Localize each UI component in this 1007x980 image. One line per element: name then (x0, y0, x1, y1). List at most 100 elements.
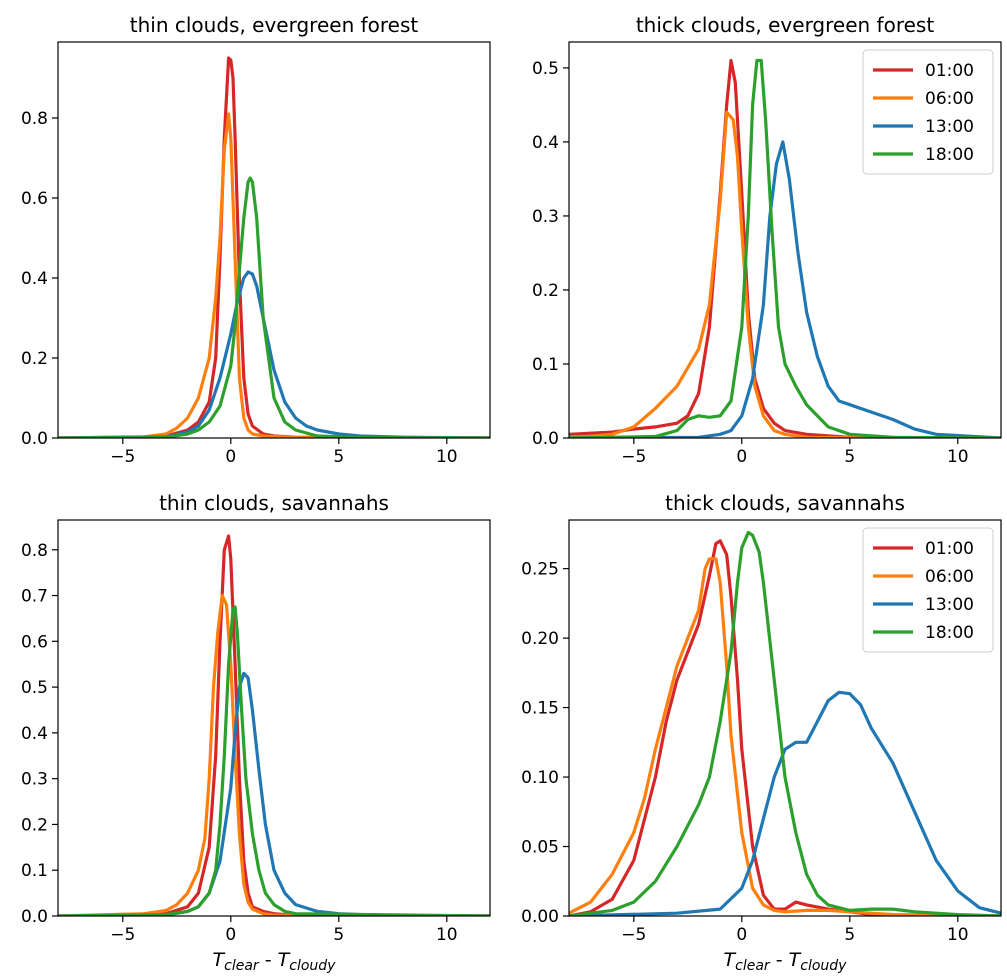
panel-title: thick clouds, evergreen forest (636, 13, 935, 37)
series-line-1800 (58, 605, 490, 916)
x-axis-label: Tclear - Tcloudy (724, 949, 848, 974)
series-line-1800 (58, 176, 490, 438)
y-tick-label: 0.1 (21, 861, 48, 881)
legend-label: 13:00 (925, 117, 974, 137)
legend-label: 06:00 (925, 567, 974, 587)
series-group (569, 58, 1001, 438)
axes-frame (57, 519, 491, 917)
panel-title: thin clouds, evergreen forest (130, 13, 419, 37)
x-label-sep: - (259, 949, 278, 971)
x-tick-label: 10 (947, 447, 969, 467)
x-tick-label: 0 (225, 447, 236, 467)
y-tick-label: 0.8 (21, 109, 48, 129)
y-tick-label: 0.05 (521, 838, 559, 858)
y-tick-label: 0.10 (521, 768, 559, 788)
y-tick-label: 0.8 (21, 541, 48, 561)
x-tick-label: 5 (844, 925, 855, 945)
x-tick-label: 0 (225, 925, 236, 945)
y-tick-label: 0.3 (532, 207, 559, 227)
panel-thick-savannahs: thick clouds, savannahs −5 0 5 10 0.00 0.05 0.… (521, 491, 1002, 974)
series-line-0100 (58, 56, 490, 438)
x-tick-label: 10 (947, 925, 969, 945)
series-line-1300 (569, 140, 1001, 438)
y-tick-label: 0.2 (532, 281, 559, 301)
series-line-0100 (569, 539, 1001, 916)
y-tick-label: 0.0 (21, 907, 48, 927)
plot-area: −5 0 5 10 0.0 0.2 0.4 0.6 0.8 (21, 41, 491, 467)
legend-label: 18:00 (925, 623, 974, 643)
x-tick-label: 0 (736, 447, 747, 467)
x-label-sub: clear (224, 958, 260, 974)
series-group (58, 534, 490, 916)
panel-title: thick clouds, savannahs (665, 491, 905, 515)
y-tick-label: 0.15 (521, 699, 559, 719)
x-tick-label: −5 (621, 925, 646, 945)
x-tick-label: −5 (621, 447, 646, 467)
series-line-1800 (569, 58, 1001, 438)
y-tick-label: 0.2 (21, 815, 48, 835)
x-tick-label: 5 (844, 447, 855, 467)
series-line-0100 (569, 58, 1001, 438)
y-tick-label: 0.5 (21, 678, 48, 698)
series-line-0100 (99, 534, 490, 916)
x-tick-label: 0 (736, 925, 747, 945)
plot-area: −5 0 5 10 0.00 0.05 0.10 0.15 0.20 0.25 01:00 06:00… (521, 519, 1002, 945)
panel-title: thin clouds, savannahs (159, 491, 389, 515)
x-label-main: T (278, 949, 291, 971)
series-line-0600 (58, 593, 490, 916)
legend-label: 01:00 (925, 539, 974, 559)
y-tick-label: 0.4 (21, 724, 48, 744)
series-line-1800 (569, 530, 1001, 916)
y-tick-label: 0.3 (21, 770, 48, 790)
series-group (58, 56, 490, 438)
y-tick-label: 0.6 (21, 632, 48, 652)
series-line-1300 (58, 270, 490, 438)
x-label-main: T (724, 949, 737, 971)
axes-frame (568, 41, 1002, 439)
y-tick-label: 0.2 (21, 349, 48, 369)
legend-label: 13:00 (925, 595, 974, 615)
series-group (569, 530, 1001, 916)
legend-box (862, 527, 994, 653)
x-label-sub: clear (735, 958, 771, 974)
plot-area: −5 0 5 10 0.0 0.1 0.2 0.3 0.4 0.5 0.6 0.7 0.8 (21, 519, 491, 945)
legend-label: 01:00 (925, 61, 974, 81)
x-tick-label: −5 (110, 925, 135, 945)
y-tick-label: 0.20 (521, 629, 559, 649)
series-line-1300 (569, 690, 1001, 916)
legend: 01:00 06:00 13:00 18:00 (862, 49, 994, 175)
x-tick-label: −5 (110, 447, 135, 467)
x-label-sep: - (770, 949, 789, 971)
plot-area: −5 0 5 10 0.0 0.1 0.2 0.3 0.4 0.5 01:00 06:00 13:00 1… (532, 41, 1002, 467)
series-line-0600 (569, 110, 1001, 438)
y-tick-label: 0.6 (21, 189, 48, 209)
x-axis-label: Tclear - Tcloudy (213, 949, 337, 974)
legend-label: 06:00 (925, 89, 974, 109)
x-tick-label: 5 (333, 925, 344, 945)
axes-frame (568, 519, 1002, 917)
series-line-0600 (58, 112, 490, 438)
x-label-main: T (213, 949, 226, 971)
x-tick-label: 10 (436, 447, 458, 467)
axes-frame (57, 41, 491, 439)
y-tick-label: 0.5 (532, 59, 559, 79)
x-tick-label: 5 (333, 447, 344, 467)
panel-thick-evergreen: thick clouds, evergreen forest −5 0 5 10 0.0… (532, 13, 1002, 467)
y-tick-label: 0.0 (21, 429, 48, 449)
x-label-main: T (789, 949, 802, 971)
panel-thin-evergreen: thin clouds, evergreen forest −5 0 5 10 0.0 0… (21, 13, 491, 467)
series-line-0600 (569, 557, 1001, 916)
y-tick-label: 0.0 (532, 429, 559, 449)
y-tick-label: 0.25 (521, 560, 559, 580)
y-tick-label: 0.4 (532, 133, 559, 153)
y-tick-label: 0.00 (521, 907, 559, 927)
x-label-sub: cloudy (800, 958, 847, 974)
series-line-1300 (58, 671, 490, 916)
legend-box (862, 49, 994, 175)
panel-thin-savannahs: thin clouds, savannahs −5 0 5 10 0.0 0.1 0.2 0.… (21, 491, 491, 974)
y-tick-label: 0.1 (532, 355, 559, 375)
y-tick-label: 0.7 (21, 587, 48, 607)
legend-label: 18:00 (925, 145, 974, 165)
legend: 01:00 06:00 13:00 18:00 (862, 527, 994, 653)
